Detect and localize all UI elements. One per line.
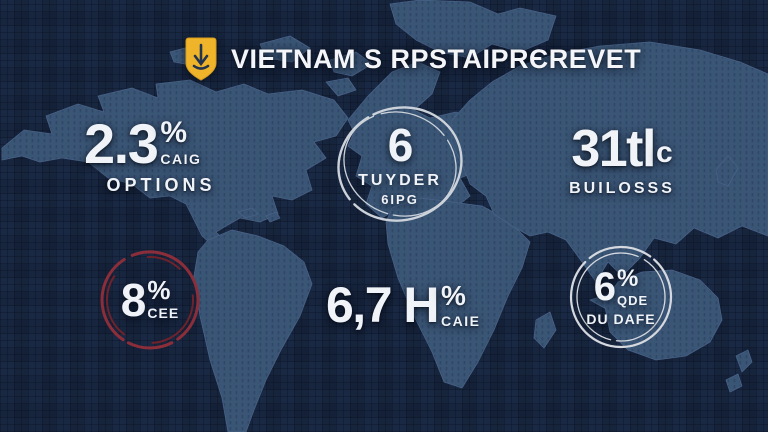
stat-label: TUYDER xyxy=(358,171,442,189)
header: VIETNAM S RPSTAIPRЄREVET xyxy=(184,36,641,82)
map-caribbean xyxy=(237,207,259,219)
stat-center-circle: 6 TUYDER 6IPG xyxy=(332,100,468,228)
map-asia xyxy=(451,41,768,283)
map-iceland xyxy=(325,77,357,97)
map-arctic-islands xyxy=(329,51,373,77)
page-title: VIETNAM S RPSTAIPRЄREVET xyxy=(231,43,642,74)
stat-bottom-left-circle: 8 % CEE xyxy=(96,246,204,354)
stat-bottom-right-circle: 6 % QDE DU DAFE xyxy=(566,242,676,352)
stat-value: 6 xyxy=(387,118,414,171)
map-new-zealand xyxy=(725,373,743,393)
stat-value: 2.3 xyxy=(84,112,159,175)
stat-suffix: c xyxy=(655,135,673,169)
map-africa xyxy=(385,197,531,389)
stat-label: QDE xyxy=(617,293,649,308)
map-madagascar xyxy=(533,311,557,349)
shield-arrow-down-icon xyxy=(184,36,218,82)
stat-sublabel: DU DAFE xyxy=(586,311,656,327)
map-south-america xyxy=(193,229,313,432)
stat-value: 6,7 H xyxy=(326,277,440,333)
stat-top-right: 31tl c BUILOSSS xyxy=(552,120,692,198)
stat-sublabel: 6IPG xyxy=(381,191,419,207)
stat-unit-label: CAIG xyxy=(160,151,202,167)
map-greenland xyxy=(389,0,557,59)
map-australia xyxy=(603,269,723,361)
sketch-ring-white-icon xyxy=(569,245,673,349)
stat-value: 31tl xyxy=(571,120,656,178)
sketch-ring-red-icon xyxy=(100,250,200,350)
map-new-zealand xyxy=(735,349,753,373)
stat-value: 8 xyxy=(120,274,147,326)
stat-value: 6 xyxy=(593,265,616,309)
sketch-ring-icon xyxy=(337,106,463,222)
map-caribbean xyxy=(265,211,281,223)
stat-top-left: 2.3 % CAIG OPTIONS xyxy=(84,112,238,196)
stat-label: OPTIONS xyxy=(106,174,216,195)
stat-unit-label: CAIE xyxy=(441,313,481,329)
percent-sign: % xyxy=(441,280,466,311)
stat-label: CEE xyxy=(147,305,180,321)
map-europe xyxy=(347,61,487,219)
map-arctic-islands xyxy=(259,35,311,63)
map-north-america xyxy=(1,79,349,249)
stat-bottom-center: 6,7 H % CAIE xyxy=(326,277,481,333)
percent-sign: % xyxy=(160,116,188,149)
percent-sign: % xyxy=(617,265,639,292)
percent-sign: % xyxy=(147,275,171,305)
stat-label: BUILOSSS xyxy=(569,179,675,197)
map-japan xyxy=(715,155,739,187)
